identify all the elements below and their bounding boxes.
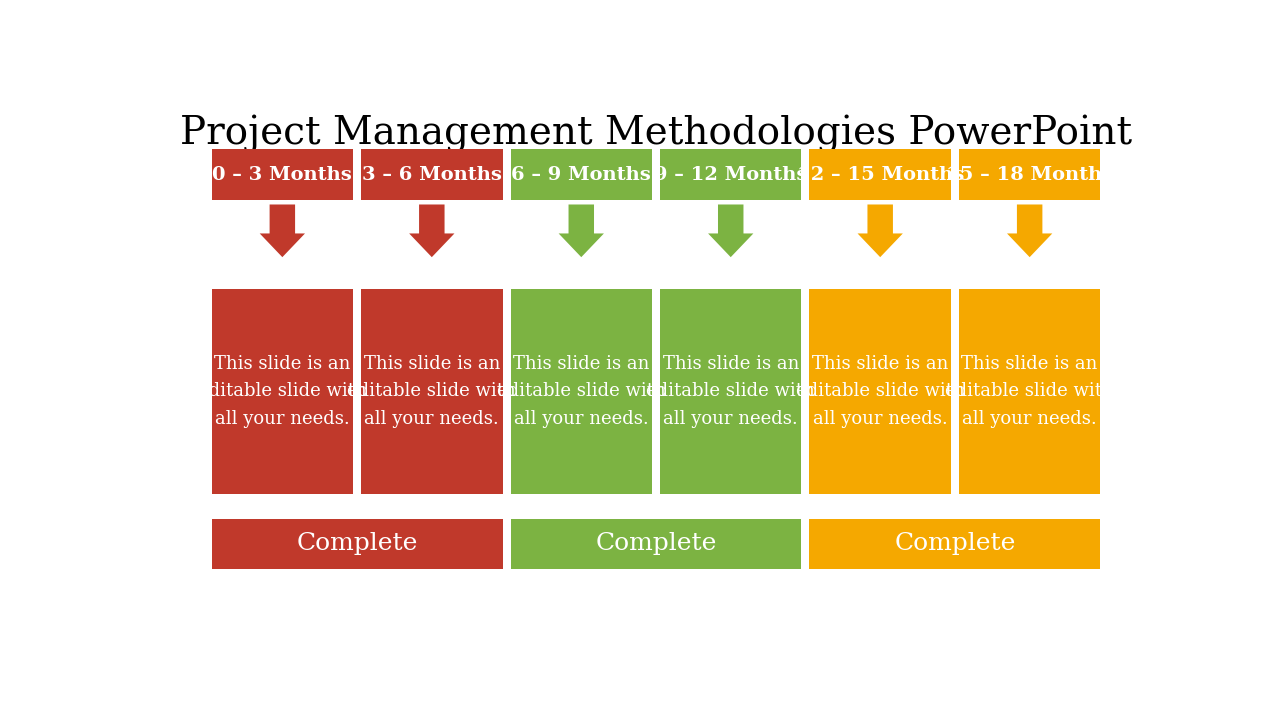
Polygon shape xyxy=(558,204,604,257)
FancyBboxPatch shape xyxy=(211,519,503,569)
Text: 6 – 9 Months: 6 – 9 Months xyxy=(512,166,652,184)
Polygon shape xyxy=(858,204,902,257)
FancyBboxPatch shape xyxy=(809,149,951,200)
Polygon shape xyxy=(410,204,454,257)
FancyBboxPatch shape xyxy=(959,289,1101,494)
FancyBboxPatch shape xyxy=(511,149,652,200)
Text: This slide is an
editable slide with
all your needs.: This slide is an editable slide with all… xyxy=(198,354,367,428)
FancyBboxPatch shape xyxy=(211,149,353,200)
Text: This slide is an
editable slide with
all your needs.: This slide is an editable slide with all… xyxy=(796,354,965,428)
FancyBboxPatch shape xyxy=(361,149,503,200)
Text: Project Management Methodologies PowerPoint: Project Management Methodologies PowerPo… xyxy=(180,114,1132,153)
FancyBboxPatch shape xyxy=(211,289,353,494)
Text: 3 – 6 Months: 3 – 6 Months xyxy=(362,166,502,184)
Text: Complete: Complete xyxy=(595,532,717,555)
FancyBboxPatch shape xyxy=(959,149,1101,200)
FancyBboxPatch shape xyxy=(660,149,801,200)
FancyBboxPatch shape xyxy=(809,289,951,494)
FancyBboxPatch shape xyxy=(361,289,503,494)
Text: 0 – 3 Months: 0 – 3 Months xyxy=(212,166,352,184)
Polygon shape xyxy=(708,204,754,257)
Text: This slide is an
editable slide with
all your needs.: This slide is an editable slide with all… xyxy=(347,354,516,428)
FancyBboxPatch shape xyxy=(511,289,652,494)
FancyBboxPatch shape xyxy=(660,289,801,494)
Text: Complete: Complete xyxy=(895,532,1015,555)
Text: 12 – 15 Months: 12 – 15 Months xyxy=(796,166,964,184)
Text: This slide is an
editable slide with
all your needs.: This slide is an editable slide with all… xyxy=(945,354,1114,428)
Polygon shape xyxy=(260,204,305,257)
Text: 9 – 12 Months: 9 – 12 Months xyxy=(654,166,808,184)
FancyBboxPatch shape xyxy=(809,519,1101,569)
FancyBboxPatch shape xyxy=(511,519,801,569)
Text: This slide is an
editable slide with
all your needs.: This slide is an editable slide with all… xyxy=(646,354,815,428)
Text: This slide is an
editable slide with
all your needs.: This slide is an editable slide with all… xyxy=(497,354,666,428)
Text: Complete: Complete xyxy=(297,532,417,555)
Polygon shape xyxy=(1007,204,1052,257)
Text: 15 – 18 Months: 15 – 18 Months xyxy=(946,166,1114,184)
